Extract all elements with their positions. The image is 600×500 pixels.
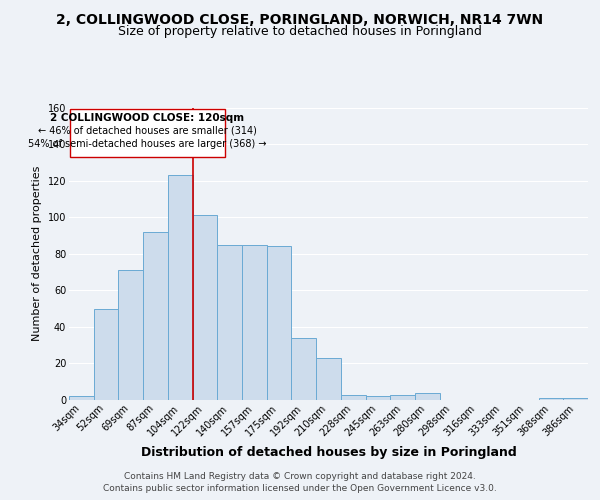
Bar (365, 396, 390, 400)
Bar (415, 392, 440, 400)
Bar (563, 398, 588, 400)
Text: 54% of semi-detached houses are larger (368) →: 54% of semi-detached houses are larger (… (28, 138, 267, 148)
Bar (539, 398, 563, 400)
Bar (143, 232, 168, 400)
Bar (94, 308, 118, 400)
Text: Contains HM Land Registry data © Crown copyright and database right 2024.: Contains HM Land Registry data © Crown c… (124, 472, 476, 481)
Bar (316, 358, 341, 400)
Bar (168, 175, 193, 400)
Bar (390, 394, 415, 400)
Text: Contains public sector information licensed under the Open Government Licence v3: Contains public sector information licen… (103, 484, 497, 493)
Bar (242, 244, 267, 400)
FancyBboxPatch shape (70, 110, 224, 157)
Bar (292, 338, 316, 400)
Y-axis label: Number of detached properties: Number of detached properties (32, 166, 42, 342)
Bar (118, 270, 143, 400)
Text: 2 COLLINGWOOD CLOSE: 120sqm: 2 COLLINGWOOD CLOSE: 120sqm (50, 113, 245, 123)
Text: Size of property relative to detached houses in Poringland: Size of property relative to detached ho… (118, 25, 482, 38)
X-axis label: Distribution of detached houses by size in Poringland: Distribution of detached houses by size … (140, 446, 517, 459)
Text: ← 46% of detached houses are smaller (314): ← 46% of detached houses are smaller (31… (38, 126, 257, 136)
Bar (217, 244, 242, 400)
Bar (341, 394, 365, 400)
Bar (267, 246, 292, 400)
Text: 2, COLLINGWOOD CLOSE, PORINGLAND, NORWICH, NR14 7WN: 2, COLLINGWOOD CLOSE, PORINGLAND, NORWIC… (56, 12, 544, 26)
Bar (193, 216, 217, 400)
Bar (69, 396, 94, 400)
